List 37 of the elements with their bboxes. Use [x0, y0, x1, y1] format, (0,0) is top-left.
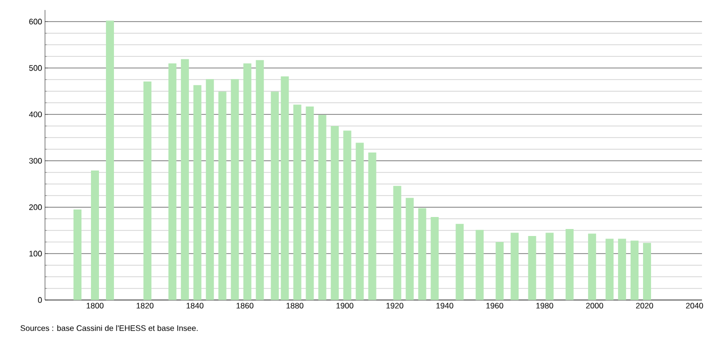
- bar: [270, 92, 279, 300]
- bar: [606, 238, 614, 300]
- bar: [218, 92, 226, 300]
- bar: [356, 142, 364, 300]
- bar: [510, 232, 519, 300]
- bar: [330, 126, 339, 300]
- bar: [73, 210, 82, 300]
- bar: [206, 79, 214, 300]
- bar: [280, 76, 289, 300]
- bar: [343, 130, 352, 300]
- bar: [406, 198, 414, 300]
- bar: [230, 79, 239, 300]
- bar: [293, 104, 302, 300]
- bar: [476, 230, 484, 300]
- bar: [643, 242, 652, 300]
- bar: [368, 152, 376, 300]
- bar: [546, 232, 554, 300]
- bar: [618, 238, 626, 300]
- bar: [456, 224, 464, 300]
- bar: [418, 208, 426, 300]
- bar: [193, 85, 202, 300]
- bar: [143, 81, 152, 300]
- bar: [306, 106, 314, 300]
- bar: [243, 63, 252, 300]
- bar: [566, 229, 574, 300]
- bar: [256, 60, 264, 300]
- bar: [630, 240, 639, 300]
- bar: [318, 114, 326, 300]
- bar: [90, 170, 99, 300]
- bar: [180, 59, 189, 300]
- bar: [496, 242, 504, 300]
- bar: [106, 20, 114, 300]
- bar: [430, 216, 439, 300]
- bar: [393, 186, 402, 300]
- bar: [528, 236, 536, 300]
- bar: [168, 63, 176, 300]
- bar: [588, 234, 596, 300]
